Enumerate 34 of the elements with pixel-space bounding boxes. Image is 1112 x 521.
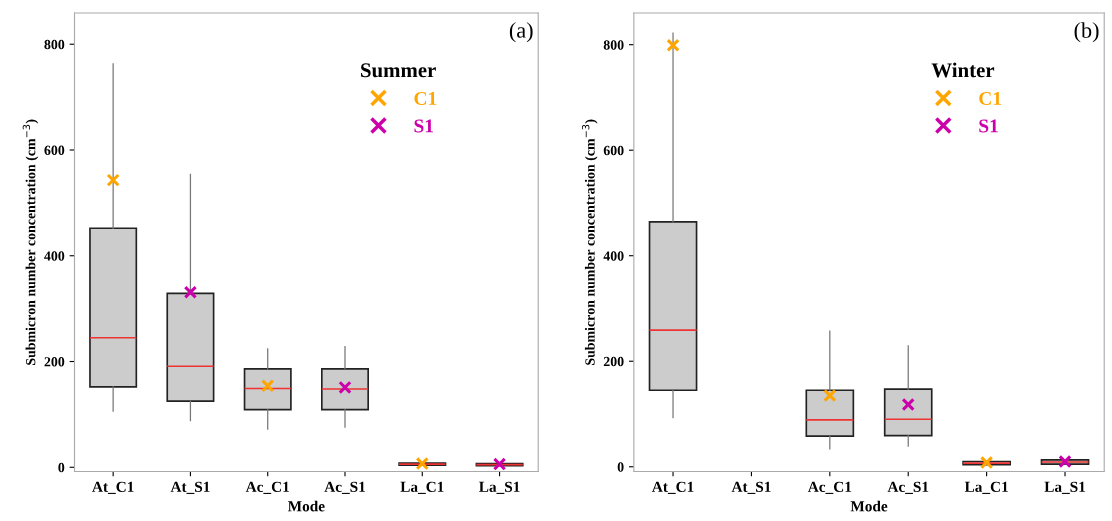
x-tick-label: La_S1 bbox=[1044, 481, 1086, 494]
y-tick-label: 800 bbox=[603, 40, 624, 50]
y-tick-label: 200 bbox=[603, 356, 624, 367]
x-tick-label: Ac_C1 bbox=[245, 481, 289, 494]
x-tick-label: At_S1 bbox=[731, 481, 771, 494]
y-tick-label: 600 bbox=[44, 145, 65, 155]
annotation: (b) bbox=[1074, 22, 1099, 43]
x-axis-title: Mode bbox=[287, 500, 325, 512]
x-axis-title: Mode bbox=[850, 500, 888, 512]
x-tick-label: Ac_S1 bbox=[887, 481, 929, 494]
y-tick-label: 600 bbox=[603, 145, 624, 156]
legend-title: Winter bbox=[931, 62, 995, 78]
legend-title: Summer bbox=[361, 63, 436, 78]
y-axis-title: Submicron number concentration (cm$^{−3}$) bbox=[582, 119, 598, 365]
legend-label: C1 bbox=[414, 91, 437, 106]
x-tick-label: La_S1 bbox=[479, 481, 520, 494]
y-tick-label: 800 bbox=[44, 39, 65, 50]
y-tick-label: 0 bbox=[58, 462, 65, 473]
y-axis-title: Submicron number concentration (cm$^{−3}$) bbox=[22, 119, 39, 365]
annotation: (a) bbox=[509, 22, 533, 43]
x-tick-label: La_C1 bbox=[400, 481, 444, 494]
y-tick-label: 0 bbox=[617, 462, 624, 472]
y-tick-label: 400 bbox=[44, 251, 65, 261]
y-tick-label: 400 bbox=[603, 251, 624, 261]
legend-label: S1 bbox=[979, 119, 998, 133]
x-tick-label: Ac_S1 bbox=[324, 481, 365, 494]
x-tick-label: At_C1 bbox=[651, 481, 694, 494]
y-tick-label: 200 bbox=[44, 357, 65, 367]
x-tick-label: Ac_C1 bbox=[807, 481, 852, 494]
x-tick-label: At_S1 bbox=[170, 481, 210, 494]
x-tick-label: La_C1 bbox=[964, 481, 1008, 494]
legend-label: C1 bbox=[979, 91, 1002, 106]
legend-label: S1 bbox=[414, 119, 434, 133]
x-tick-label: At_C1 bbox=[92, 481, 134, 494]
